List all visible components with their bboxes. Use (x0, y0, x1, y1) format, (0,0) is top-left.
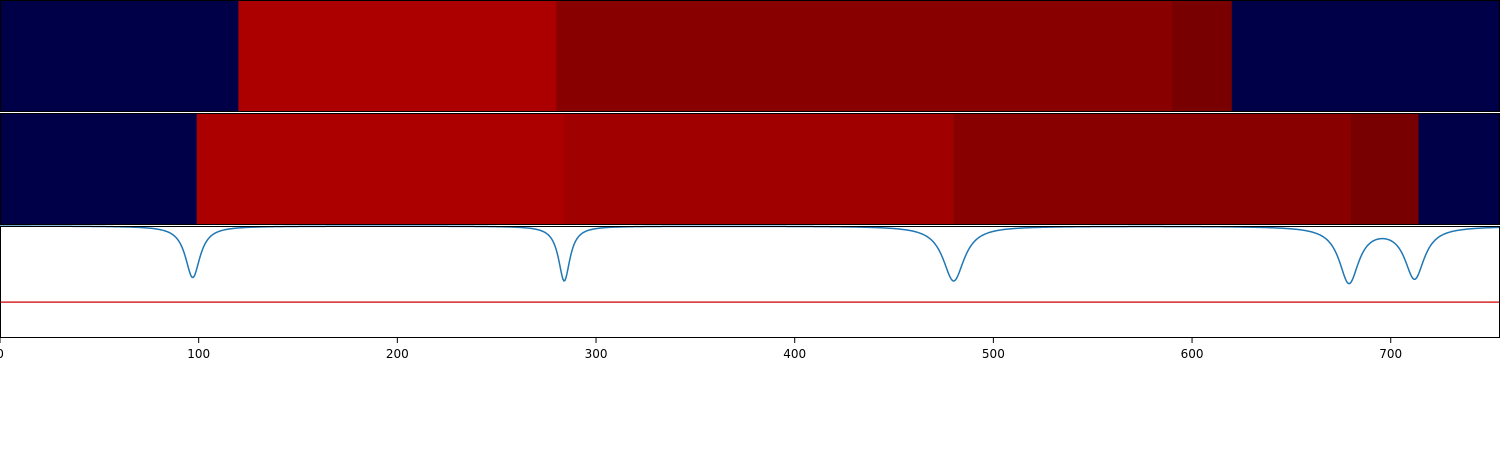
x-tick-label-0: 0 (0, 347, 4, 361)
heatmap-row-2-segment-2 (196, 113, 565, 225)
heatmap-rows (0, 0, 1500, 225)
line-panel-background (0, 226, 1500, 338)
line-panel (0, 225, 1500, 338)
heatmap-row-2-segment-1 (0, 113, 198, 225)
heatmap-row-1-segment-5 (1231, 0, 1500, 112)
heatmap-row-1-segment-1 (0, 0, 239, 112)
heatmap-row-2-segment-4 (953, 113, 1352, 225)
x-tick-label-100: 100 (187, 347, 210, 361)
heatmap-row-1-segment-4 (1172, 0, 1233, 112)
x-tick-label-300: 300 (585, 347, 608, 361)
heatmap-row-2-segment-5 (1350, 113, 1420, 225)
x-tick-label-700: 700 (1379, 347, 1402, 361)
heatmap-row-1-segment-2 (238, 0, 557, 112)
x-tick-label-400: 400 (783, 347, 806, 361)
x-axis: 0 100 200 300 400 500 600 700 (0, 338, 1402, 361)
heatmap-row-1-segment-3 (556, 0, 1173, 112)
x-tick-label-600: 600 (1181, 347, 1204, 361)
heatmap-row-2-segment-3 (564, 113, 955, 225)
x-tick-label-500: 500 (982, 347, 1005, 361)
heatmap-row-2-segment-6 (1418, 113, 1500, 225)
x-tick-label-200: 200 (386, 347, 409, 361)
